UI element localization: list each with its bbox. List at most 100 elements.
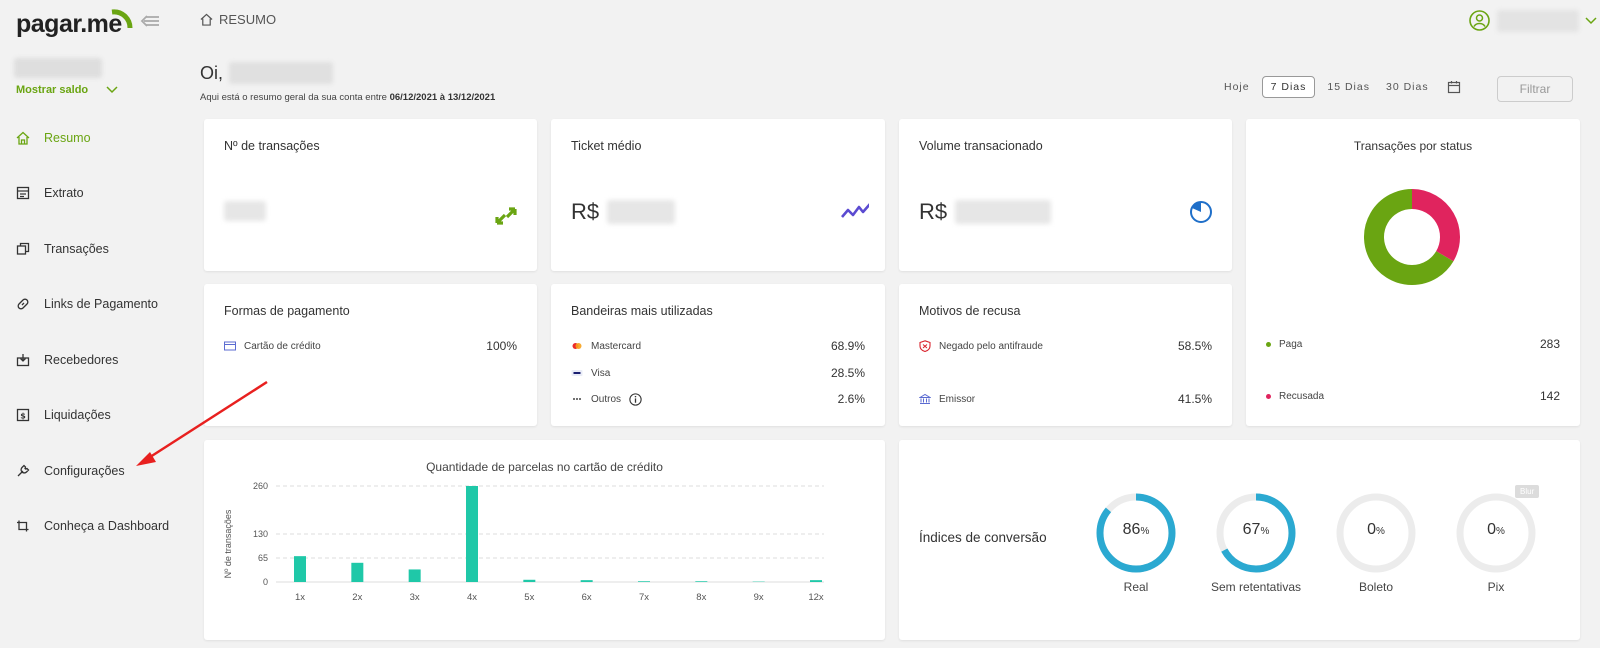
legend-value: 142 [1539,389,1560,403]
info-icon[interactable] [629,392,642,406]
x-tick-label: 12x [808,592,824,603]
ring-chart [1336,493,1416,573]
installments-bar-chart: 0 65 130 260 Nº de transações 1x 2x 3x 4x 5x 6x 7x 8… [223,481,824,603]
status-donut-chart [1364,189,1460,285]
sidebar-item-extrato[interactable]: Extrato [16,166,186,222]
ring-value: 86 [1122,521,1141,538]
refusal-row-antifraud: Negado pelo antifraude 58.5% [919,339,1212,353]
ring-percentage: 0% [1455,521,1537,539]
ring-value: 0 [1487,521,1496,538]
currency-symbol: R$ [919,199,948,224]
row-value: 2.6% [837,392,865,406]
ring-chart [1096,493,1176,573]
period-15-days[interactable]: 15 Dias [1327,81,1370,93]
row-label-text: Cartão de crédito [244,340,321,352]
metric-value-blurred [955,200,1052,224]
row-label: Visa [571,367,831,379]
balance-value-blurred [14,58,102,78]
y-axis-label: Nº de transações [223,509,233,578]
pagarme-logo[interactable]: pagar.me [16,10,122,38]
metric-value-blurred [224,201,266,221]
bar-12x[interactable] [810,580,822,582]
bar-7x[interactable] [638,581,650,582]
sidebar-item-resumo[interactable]: Resumo [16,110,186,166]
card-title: Nº de transações [224,139,320,153]
bank-icon [919,393,931,404]
donut-slice-paga[interactable] [1364,189,1454,285]
user-name-blurred[interactable] [1497,10,1579,32]
sidebar-item-conheca-dashboard[interactable]: Conheça a Dashboard [16,499,186,555]
y-tick-label: 130 [253,529,268,539]
period-today[interactable]: Hoje [1224,81,1250,93]
ring-percent-sign: % [1496,526,1505,537]
metric-value: R$ [571,199,676,225]
home-icon [200,13,213,26]
period-30-days[interactable]: 30 Dias [1385,81,1429,93]
sidebar-nav: Resumo Extrato Transações Links de Pagam… [16,124,186,568]
breadcrumb-label: RESUMO [219,12,277,27]
status-legend-recusada: Recusada 142 [1266,389,1560,403]
period-7-days[interactable]: 7 Dias [1261,76,1316,98]
sidebar-item-label: Recebedores [44,352,119,367]
bar-5x[interactable] [523,579,536,582]
brand-row-mastercard: Mastercard 68.9% [571,339,865,353]
calendar-icon[interactable] [1447,80,1461,94]
sidebar-item-configuracoes[interactable]: Configurações [16,443,186,499]
sidebar-item-liquidacoes[interactable]: $ Liquidações [16,388,186,444]
sidebar-item-transacoes[interactable]: Transações [16,221,186,277]
legend-value: 283 [1539,337,1560,351]
bar-1x[interactable] [294,556,306,582]
collapse-menu-icon[interactable] [140,13,160,29]
settlements-icon: $ [16,409,30,422]
card-title: Volume transacionado [919,139,1043,153]
bar-6x[interactable] [580,580,593,582]
row-label: Mastercard [571,340,831,352]
sidebar-item-label: Configurações [44,463,125,478]
legend-label: Recusada [1266,391,1540,402]
card-title: Formas de pagamento [224,304,350,318]
card-average-ticket: Ticket médio R$ [551,119,885,271]
svg-text:$: $ [20,412,26,421]
ring-percentage: 0% [1335,521,1417,539]
metric-value: R$ [919,199,1052,225]
sidebar-item-links-pagamento[interactable]: Links de Pagamento [16,277,186,333]
donut-slice-recusada[interactable] [1411,189,1460,262]
row-label: Emissor [919,393,1178,405]
row-value: 28.5% [830,366,865,380]
row-label-text: Visa [591,367,611,379]
bar-2x[interactable] [351,562,364,582]
user-avatar-icon[interactable] [1469,10,1490,31]
user-first-name-blurred [229,62,334,84]
chevron-down-icon[interactable] [1585,17,1597,25]
ring-percentage: 67% [1215,521,1297,539]
filter-button[interactable]: Filtrar [1497,76,1573,102]
legend-dot [1266,341,1271,347]
conversion-ring-real: 86% Real [1095,492,1177,594]
ring-track [1336,493,1416,573]
row-value: 58.5% [1177,339,1212,353]
bar-4x[interactable] [466,486,478,582]
home-icon [16,131,30,145]
other-brands-icon [573,398,581,400]
show-balance-toggle[interactable]: Mostrar saldo [16,84,118,96]
y-tick-label: 260 [253,481,268,491]
sidebar-item-label: Extrato [44,186,84,201]
sidebar-item-recebedores[interactable]: Recebedores [16,332,186,388]
ring-chart [1216,493,1296,573]
x-tick-label: 7x [639,592,649,603]
conversion-ring-sem-retentativas: 67% Sem retentativas [1211,492,1301,594]
bar-3x[interactable] [408,569,421,582]
y-tick-label: 65 [258,553,268,563]
card-conversion: Índices de conversão Blur 86% Real 67% Sem … [899,440,1580,640]
y-tick-label: 0 [263,577,268,587]
row-label: Cartão de crédito [224,340,486,352]
ring-label: Sem retentativas [1210,580,1302,594]
card-title: Índices de conversão [919,530,1047,545]
bar-8x[interactable] [695,581,708,582]
wrench-icon [17,464,30,477]
summary-prefix: Aqui está o resumo geral da sua conta en… [200,92,390,103]
ring-label: Boleto [1358,580,1394,594]
statement-icon [16,187,30,200]
trend-line-icon [841,203,869,218]
ring-chart [1456,493,1536,573]
